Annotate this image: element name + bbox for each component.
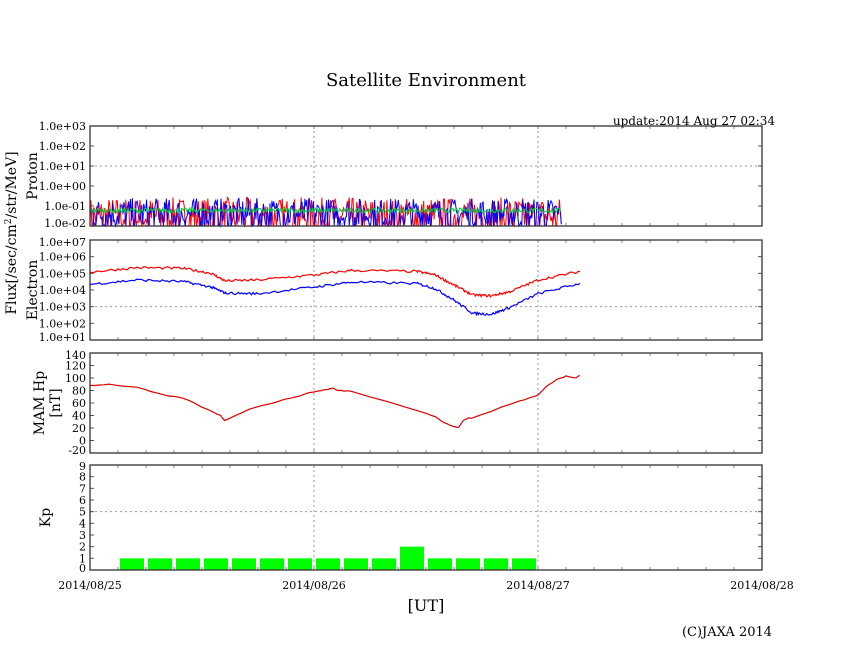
y-tick-label: 140: [65, 349, 86, 362]
y-tick-label: 20: [72, 422, 86, 435]
panel-ylabel: Proton: [25, 152, 41, 200]
kp-bar: [372, 558, 396, 570]
kp-bar: [316, 558, 340, 570]
hp-series-Hp: [89, 374, 581, 429]
proton-series-green: [89, 206, 562, 215]
kp-bar: [148, 558, 172, 570]
panel-ylabel: Electron: [25, 260, 41, 321]
y-tick-label: 1.0e-02: [44, 217, 86, 230]
y-tick-label: 2: [79, 541, 86, 554]
panel-ylabel-unit: [nT]: [48, 388, 64, 417]
y-tick-label: 1.0e+01: [39, 160, 86, 173]
y-tick-label: 7: [79, 482, 86, 495]
y-tick-label: 1.0e+01: [39, 331, 86, 344]
y-tick-label: 1.0e+04: [39, 284, 86, 297]
y-tick-label: 4: [79, 517, 86, 530]
y-tick-label: 1.0e+03: [39, 301, 86, 314]
y-tick-label: 40: [72, 410, 86, 423]
y-tick-label: 1.0e+03: [39, 120, 86, 133]
y-tick-label: 1.0e+05: [39, 267, 86, 280]
y-tick-label: 6: [79, 494, 86, 507]
kp-bar: [344, 558, 368, 570]
y-tick-label: 0: [79, 562, 86, 575]
y-tick-label: 1.0e+02: [39, 317, 86, 330]
panel-proton: 1.0e-02 1.0e-01 1.0e+00 1.0e+01 1.0e+02 1.0e+…: [25, 120, 763, 230]
proton-series-blue: [89, 197, 562, 228]
kp-bar: [260, 558, 284, 570]
panel-frame: [89, 352, 763, 454]
panel-frame: [89, 464, 763, 571]
kp-bar: [428, 558, 452, 570]
y-tick-label: 1.0e+07: [39, 236, 86, 249]
kp-bar: [232, 558, 256, 570]
y-tick-label: 1: [79, 552, 86, 565]
y-tick-label: 1.0e+02: [39, 140, 86, 153]
kp-bar: [512, 558, 536, 570]
kp-bar: [484, 558, 508, 570]
y-tick-label: 60: [72, 397, 86, 410]
panel-ylabel: Kp: [38, 508, 54, 527]
y-tick-label: 1.0e-01: [44, 200, 86, 213]
chart-title: Satellite Environment: [326, 70, 527, 91]
electron-series-blue: [89, 278, 581, 317]
y-tick-label: 9: [79, 460, 86, 473]
panel-ylabel: MAM Hp: [32, 371, 48, 435]
y-tick-label: 120: [65, 360, 86, 373]
y-tick-label: 8: [79, 471, 86, 484]
x-axis-label: [UT]: [408, 596, 445, 615]
x-tick-label: 2014/08/26: [282, 579, 345, 592]
x-tick-label: 2014/08/27: [506, 579, 569, 592]
panel-electron: 1.0e+011.0e+02 1.0e+03 1.0e+04 1.0e+05 1.0e+…: [25, 236, 763, 344]
panel-frame: [89, 239, 763, 341]
y-tick-label: 100: [65, 372, 86, 385]
y-tick-label: 0: [79, 435, 86, 448]
y-tick-label: 1.0e+00: [39, 180, 86, 193]
x-tick-label: 2014/08/25: [58, 579, 121, 592]
y-tick-label: 1.0e+06: [39, 251, 86, 264]
x-tick-label: 2014/08/28: [730, 579, 793, 592]
kp-bar: [288, 558, 312, 570]
electron-series-red: [89, 266, 581, 299]
y-tick-label: -20: [68, 444, 86, 457]
y-tick-label: 5: [79, 506, 86, 519]
kp-bar: [456, 558, 480, 570]
kp-bar: [120, 558, 144, 570]
copyright: (C)JAXA 2014: [682, 625, 772, 640]
kp-bar: [204, 558, 228, 570]
update-timestamp: update:2014 Aug 27 02:34: [613, 114, 775, 128]
y-tick-label: 80: [72, 385, 86, 398]
y-tick-label: 3: [79, 529, 86, 542]
kp-bar: [400, 546, 424, 570]
panel-frame: [89, 125, 763, 227]
kp-bar: [176, 558, 200, 570]
flux-axis-label: Flux[/sec/cm2/str/MeV]: [4, 151, 20, 314]
